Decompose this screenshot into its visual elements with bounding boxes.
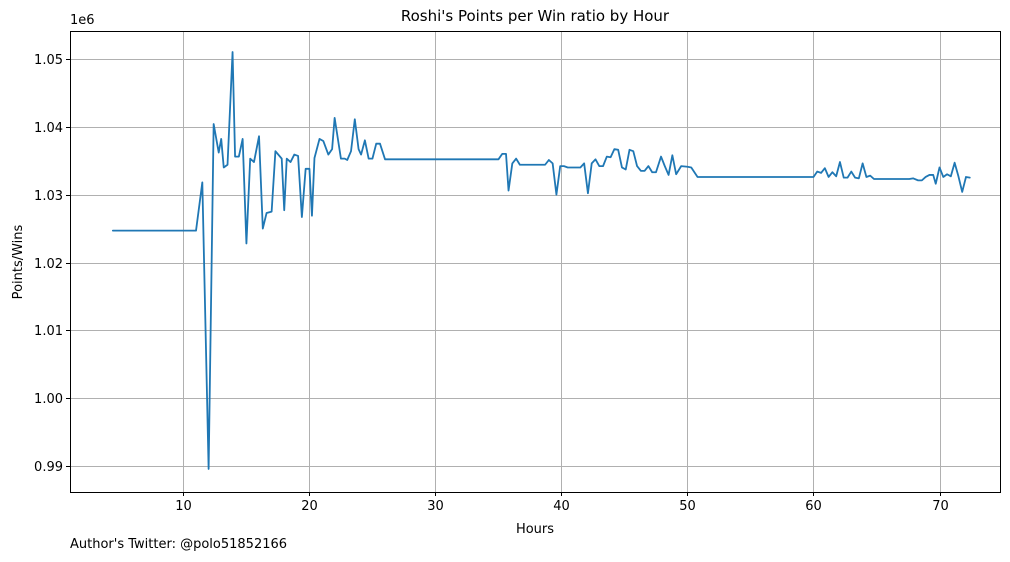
tick-layer: 10 20 30 40 50 60 70 0.99 1.00 1.01 1.02 1.03 1.04 1.… — [34, 53, 949, 514]
x-tick-label: 60 — [805, 499, 822, 514]
y-tick-label: 1.05 — [34, 53, 63, 68]
series-line — [111, 51, 971, 470]
y-tick-label: 1.04 — [34, 121, 63, 136]
x-tick-label: 30 — [427, 499, 444, 514]
y-tick-label: 1.01 — [34, 324, 63, 339]
x-axis-label: Hours — [516, 522, 554, 537]
y-offset-text: 1e6 — [70, 13, 95, 28]
chart-title: Roshi's Points per Win ratio by Hour — [401, 7, 670, 25]
plot-frame — [70, 31, 1001, 493]
y-tick-label: 0.99 — [34, 460, 63, 475]
grid-layer — [70, 31, 1000, 492]
x-tick-label: 70 — [932, 499, 949, 514]
y-tick-label: 1.02 — [34, 257, 63, 272]
author-note: Author's Twitter: @polo51852166 — [70, 537, 288, 552]
y-tick-label: 1.03 — [34, 189, 63, 204]
series-layer — [111, 51, 971, 470]
y-axis-label: Points/Wins — [11, 224, 26, 299]
x-tick-label: 20 — [301, 499, 318, 514]
x-tick-label: 50 — [679, 499, 696, 514]
y-tick-label: 1.00 — [34, 392, 63, 407]
x-tick-label: 10 — [175, 499, 192, 514]
x-tick-label: 40 — [553, 499, 570, 514]
